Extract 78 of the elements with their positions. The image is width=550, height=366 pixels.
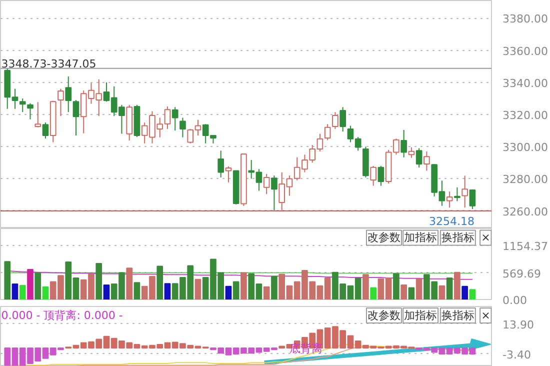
annotation: 换指标 — [441, 309, 474, 322]
bar — [400, 284, 407, 300]
y-tick-label: 13.90 — [502, 318, 534, 332]
annotation: 改参数 — [367, 309, 400, 322]
y-tick-label: 3260.00 — [502, 205, 548, 218]
bar — [263, 286, 270, 300]
candlestick — [416, 148, 422, 168]
y-tick-label: 3340.00 — [502, 76, 548, 90]
candlestick — [42, 122, 49, 140]
candlestick — [218, 150, 224, 178]
bar — [96, 262, 102, 300]
bar — [225, 286, 232, 300]
y-tick-label: -3.40 — [502, 348, 531, 362]
candlestick — [469, 189, 476, 210]
annotation: 加指标 — [404, 309, 438, 322]
y-tick-label: 1154.37 — [502, 240, 548, 253]
candlestick — [324, 124, 331, 141]
text: × — [481, 231, 490, 244]
y-tick-label: 3320.00 — [502, 109, 548, 122]
y-tick-label: 569.69 — [502, 267, 541, 280]
candlestick — [332, 112, 338, 130]
candlestick — [400, 129, 407, 158]
y-tick-label: 3280.00 — [502, 173, 548, 186]
candlestick — [378, 165, 384, 186]
bar — [446, 277, 453, 300]
text: × — [481, 309, 490, 322]
bar — [42, 286, 49, 300]
candlestick — [172, 106, 178, 132]
bar — [393, 273, 400, 300]
bar — [34, 272, 42, 300]
bar — [103, 284, 110, 300]
bar — [408, 287, 415, 300]
bar — [454, 272, 460, 300]
y-tick-label: 0.00 — [502, 294, 527, 307]
candlestick — [370, 165, 376, 186]
candlestick — [72, 100, 80, 136]
candlestick — [58, 88, 64, 117]
bar — [4, 261, 11, 300]
bar — [370, 287, 376, 300]
annotation: 改参数 — [367, 231, 400, 244]
bar — [194, 278, 202, 300]
y-tick-label: 3300.00 — [502, 141, 548, 154]
candlestick — [462, 175, 468, 208]
candlestick — [424, 150, 430, 172]
bar — [126, 268, 133, 300]
bar — [438, 285, 446, 300]
annotation: 0.000 - 顶背离: 0.000 - — [1, 309, 123, 322]
candlestick — [19, 98, 26, 113]
bar — [12, 284, 18, 300]
bar — [271, 276, 278, 300]
bar — [19, 284, 26, 300]
candlestick — [65, 76, 72, 113]
candlestick — [27, 102, 34, 120]
candlestick — [408, 146, 415, 158]
y-tick-label: 3380.00 — [502, 12, 548, 26]
candlestick — [271, 175, 278, 211]
annotation: 换指标 — [441, 231, 474, 244]
annotation: 3254.18 — [428, 215, 474, 228]
ref-line-label: 3348.73-3347.05 — [1, 57, 96, 70]
bar — [462, 286, 468, 300]
annotation: 加指标 — [404, 231, 438, 244]
candlestick — [454, 186, 460, 202]
bar — [27, 269, 34, 300]
candlestick — [446, 191, 453, 208]
bar — [469, 289, 476, 300]
candlestick — [263, 173, 270, 195]
candlestick — [180, 117, 186, 138]
bar — [232, 281, 240, 300]
bar — [156, 266, 164, 300]
y-tick-label: 3360.00 — [502, 44, 548, 58]
bar — [164, 283, 171, 300]
bar — [240, 272, 247, 300]
bar — [362, 274, 369, 300]
bar — [134, 282, 140, 300]
bar — [416, 278, 422, 300]
candlestick — [225, 166, 232, 183]
candlestick — [340, 106, 346, 132]
candlestick — [34, 102, 42, 128]
